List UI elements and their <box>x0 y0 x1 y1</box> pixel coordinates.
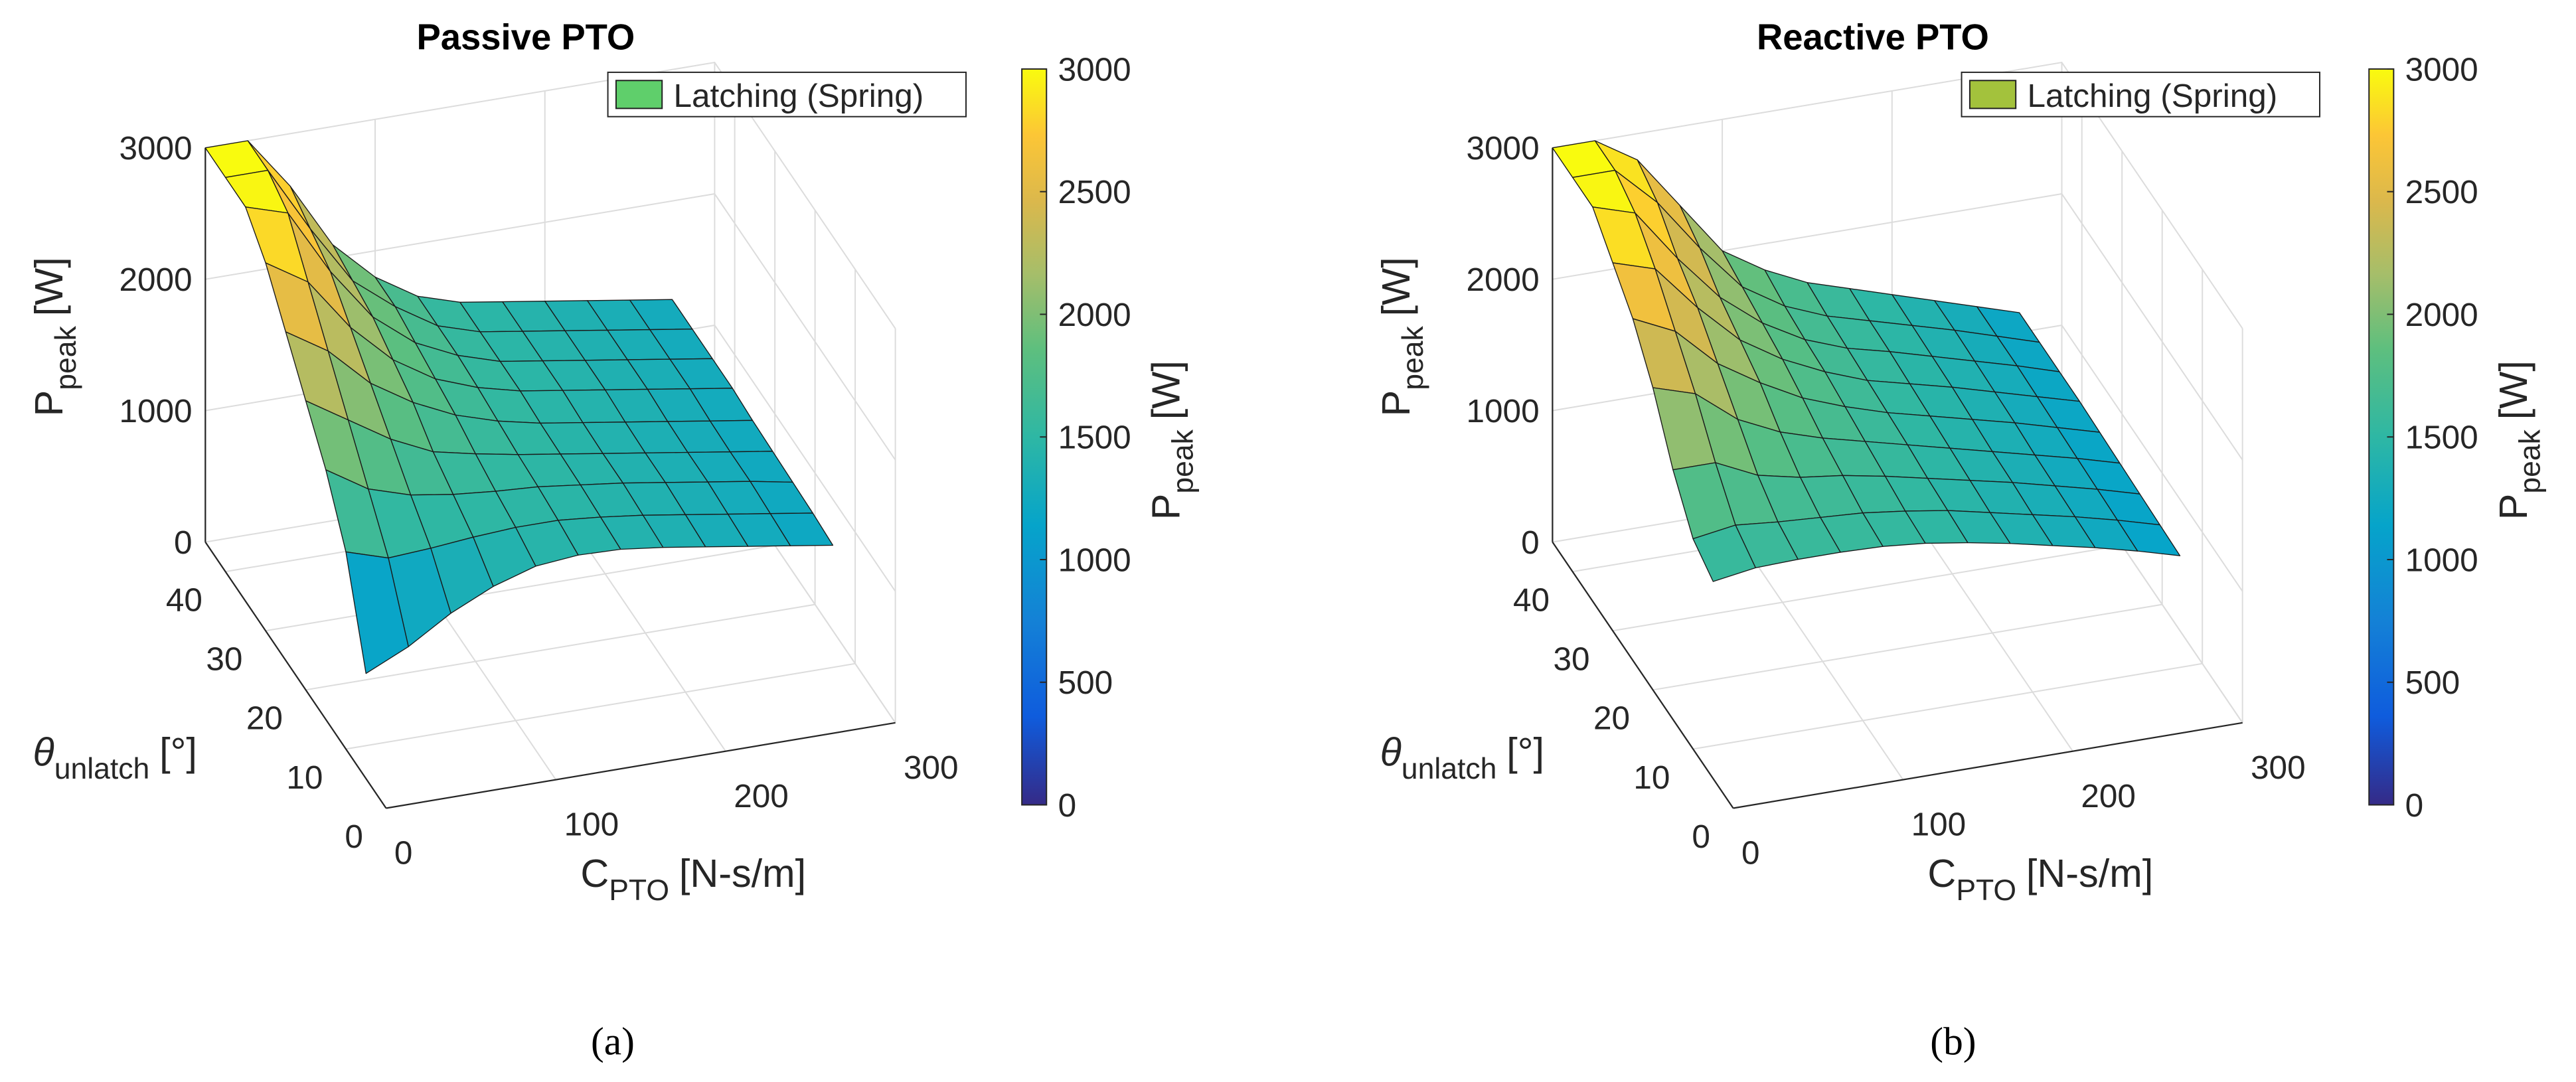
label-main: θ <box>1380 730 1402 774</box>
axis-label: θunlatch [°] <box>33 730 197 785</box>
colorbar-tick-label: 2000 <box>1058 297 1131 333</box>
label-sub: peak <box>50 325 82 390</box>
label-main: P <box>1144 494 1188 520</box>
label-unit: [°] <box>159 730 197 774</box>
label-sub: PTO <box>1956 874 2016 907</box>
label-unit: [N-s/m] <box>679 851 806 895</box>
surface-patch <box>1692 524 1756 582</box>
panel-caption: (b) <box>1930 1020 1976 1063</box>
grid-line <box>205 193 896 461</box>
x-axis <box>386 722 896 809</box>
label-main: C <box>1927 851 1956 895</box>
colorbar-tick-label: 2000 <box>2405 297 2478 333</box>
y-tick-label: 30 <box>206 641 242 678</box>
label-sub: peak <box>2514 429 2547 493</box>
x-tick-label: 100 <box>1911 807 1967 843</box>
axis-label: θunlatch [°] <box>1380 730 1544 785</box>
y-tick-label: 40 <box>1513 582 1550 619</box>
y-tick-label: 0 <box>345 818 363 855</box>
x-tick-label: 0 <box>394 835 413 872</box>
label-unit: [W] <box>27 257 71 316</box>
colorbar-tick-label: 2500 <box>2405 174 2478 210</box>
label-sub: peak <box>1167 429 1199 493</box>
colorbar-tick-label: 1000 <box>1058 542 1131 578</box>
x-tick-label: 200 <box>2081 778 2136 814</box>
label-main: P <box>27 390 71 417</box>
label-sub: PTO <box>609 874 669 907</box>
colorbar-tick-label: 500 <box>2405 664 2460 701</box>
colorbar-tick-label: 500 <box>1058 664 1113 701</box>
z-tick-label: 2000 <box>119 262 192 298</box>
panel-caption: (a) <box>591 1020 635 1063</box>
legend-box <box>607 71 967 117</box>
axis-label: Ppeak [W] <box>1374 257 1429 416</box>
label-unit: [°] <box>1506 730 1544 774</box>
colorbar-tick-label: 0 <box>1058 787 1077 824</box>
colorbar-tick-label: 2500 <box>1058 174 1131 210</box>
y-tick-label: 10 <box>1633 759 1670 796</box>
x-tick-label: 100 <box>564 807 619 843</box>
label-main: C <box>580 851 609 895</box>
label-sub: unlatch <box>54 753 150 785</box>
label-main: P <box>2491 494 2536 520</box>
grid-line <box>1552 61 2243 329</box>
axis-label: CPTO [N-s/m] <box>1927 851 2153 907</box>
label-main: θ <box>33 730 54 774</box>
y-tick-label: 0 <box>1692 818 1710 855</box>
z-tick-label: 0 <box>174 524 193 561</box>
label-sub: peak <box>1397 325 1429 390</box>
x-tick-label: 200 <box>734 778 789 814</box>
z-tick-label: 2000 <box>1467 262 1540 298</box>
legend-label: Latching (Spring) <box>674 78 924 114</box>
label-unit: [W] <box>1144 360 1188 420</box>
surface-patch <box>345 551 409 674</box>
label-unit: [W] <box>1374 257 1418 316</box>
x-tick-label: 0 <box>1741 835 1760 872</box>
legend-box <box>1961 71 2320 117</box>
colorbar-tick-label: 1500 <box>1058 420 1131 456</box>
legend-swatch <box>1969 80 2017 110</box>
axis-label: CPTO [N-s/m] <box>580 851 806 907</box>
z-tick-label: 0 <box>1521 524 1540 561</box>
chart-title: Reactive PTO <box>1757 17 1989 57</box>
z-tick-label: 3000 <box>119 130 192 167</box>
x-tick-label: 300 <box>904 749 959 786</box>
x-axis <box>1733 722 2243 809</box>
label-unit: [N-s/m] <box>2026 851 2153 895</box>
axis-label: Ppeak [W] <box>27 257 82 416</box>
y-tick-label: 10 <box>286 759 323 796</box>
x-tick-label: 300 <box>2251 749 2306 786</box>
grid-line <box>714 62 896 724</box>
legend-label: Latching (Spring) <box>2028 78 2278 114</box>
legend-swatch <box>615 80 663 110</box>
colorbar-tick-label: 1000 <box>2405 542 2478 578</box>
z-tick-label: 1000 <box>119 393 192 429</box>
y-axis <box>204 541 387 809</box>
colorbar-tick-label: 3000 <box>2405 51 2478 88</box>
y-axis <box>1552 541 1734 809</box>
chart-title: Passive PTO <box>416 17 635 57</box>
axis-label: Ppeak [W] <box>2491 360 2547 520</box>
y-tick-label: 30 <box>1553 641 1589 678</box>
y-tick-label: 40 <box>166 582 202 619</box>
y-tick-label: 20 <box>1593 700 1630 737</box>
label-sub: unlatch <box>1402 753 1497 785</box>
grid-line <box>205 61 896 329</box>
z-tick-label: 3000 <box>1467 130 1540 167</box>
label-unit: [W] <box>2491 360 2536 420</box>
label-main: P <box>1374 390 1418 417</box>
axis-label: Ppeak [W] <box>1144 360 1200 520</box>
z-tick-label: 1000 <box>1467 393 1540 429</box>
colorbar-tick-label: 3000 <box>1058 51 1131 88</box>
grid-line <box>2061 62 2243 724</box>
y-tick-label: 20 <box>246 700 283 737</box>
colorbar-tick-label: 1500 <box>2405 420 2478 456</box>
colorbar-tick-label: 0 <box>2405 787 2424 824</box>
